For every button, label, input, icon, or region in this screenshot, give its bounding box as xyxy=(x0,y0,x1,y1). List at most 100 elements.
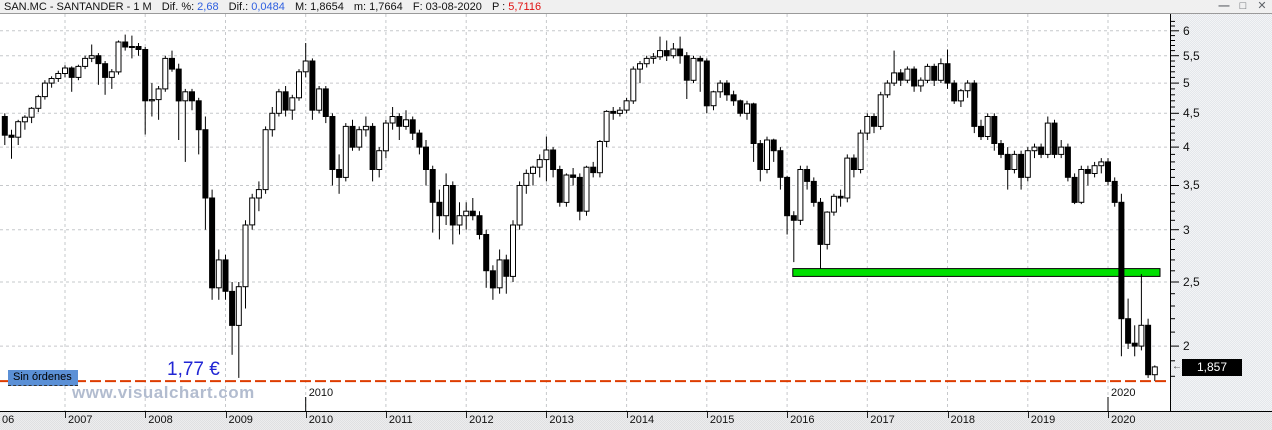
candle-body xyxy=(503,259,510,277)
candle-body xyxy=(15,121,22,138)
candle-body xyxy=(336,169,343,178)
candle-body xyxy=(403,119,409,127)
candle-body xyxy=(21,116,28,123)
candle-body xyxy=(108,71,115,78)
candle-body xyxy=(1024,150,1031,178)
price-axis[interactable]: 6 5,5 5 4,5 4 3,5 3 2,5 2 ← 1,857 xyxy=(1170,14,1272,411)
candle-body xyxy=(837,195,844,199)
candle-body xyxy=(596,141,603,174)
dif-value: 0,0484 xyxy=(251,1,285,13)
candle-body xyxy=(703,60,710,107)
candle-body xyxy=(857,132,864,170)
candle-body xyxy=(904,68,911,81)
year-tick xyxy=(787,412,789,418)
candle-body xyxy=(469,210,476,217)
candlestick-plot[interactable]: Sin órdenes 1,77 € www.visualchart.com 2… xyxy=(0,14,1170,411)
time-axis[interactable]: 06 2007 2008 2009 2010 2011 2012 2013 2014 2015 20… xyxy=(0,411,1272,430)
candle-body xyxy=(850,157,857,171)
price-tick-label: 4 xyxy=(1183,140,1190,155)
candle-body xyxy=(877,94,884,127)
candle-body xyxy=(309,60,316,111)
year-label: 2012 xyxy=(469,414,494,426)
year-label: 2017 xyxy=(870,414,895,426)
minimize-icon[interactable]: — xyxy=(1218,0,1230,12)
candle-body xyxy=(536,159,543,168)
candle-body xyxy=(844,157,851,199)
candle-body xyxy=(1064,146,1071,178)
candle-body xyxy=(697,57,704,62)
candle-body xyxy=(476,215,483,235)
candle-body xyxy=(115,41,122,73)
price-tick-label: 6 xyxy=(1183,23,1190,38)
candle-body xyxy=(964,82,971,92)
candle-body xyxy=(496,259,503,289)
candle-body xyxy=(951,82,958,102)
p-field: P :5,7116 xyxy=(492,1,541,13)
candle-body xyxy=(102,63,109,78)
candle-body xyxy=(677,48,684,57)
date-label: F: xyxy=(412,1,423,13)
candle-body xyxy=(135,46,142,50)
year-label: 2007 xyxy=(68,414,93,426)
candle-body xyxy=(616,109,623,114)
candle-body xyxy=(978,125,984,138)
candle-body xyxy=(1118,201,1125,320)
candle-body xyxy=(443,185,450,217)
candle-body xyxy=(155,88,162,101)
candle-body xyxy=(222,259,229,292)
candle-body xyxy=(429,169,436,203)
date-field: F: 03-08-2020 xyxy=(413,1,485,13)
candle-body xyxy=(550,149,557,170)
close-icon[interactable]: ✕ xyxy=(1257,0,1267,12)
candle-body xyxy=(162,57,169,90)
candle-body xyxy=(1078,169,1085,203)
candle-body xyxy=(570,174,577,178)
candle-body xyxy=(804,169,811,182)
price-axis-ticks xyxy=(1171,20,1179,377)
candle-body xyxy=(998,143,1004,155)
candle-body xyxy=(376,150,383,170)
candle-body xyxy=(1058,146,1065,155)
year-label: 2010 xyxy=(308,414,334,426)
candle-body xyxy=(911,68,918,87)
date-value: 03-08-2020 xyxy=(425,1,482,13)
candle-body xyxy=(1131,342,1138,347)
candle-body xyxy=(764,139,770,170)
candle-body xyxy=(148,99,155,102)
level-price-label: 1,77 € xyxy=(167,359,220,380)
candle-body xyxy=(88,55,95,59)
candle-body xyxy=(717,82,724,93)
candle-body xyxy=(797,169,804,221)
candle-body xyxy=(1125,318,1132,344)
candle-body xyxy=(209,197,216,289)
candle-body xyxy=(744,103,750,114)
candle-body xyxy=(777,150,784,178)
year-tick xyxy=(947,412,949,418)
price-tick-label: 2 xyxy=(1183,339,1190,354)
candle-body xyxy=(249,197,256,226)
candle-body xyxy=(510,224,516,277)
candle-body xyxy=(630,68,637,102)
instrument-title: SAN.MC - SANTANDER - 1 M xyxy=(4,1,152,13)
year-label: 2008 xyxy=(148,414,173,426)
candle-body xyxy=(142,49,149,102)
candle-body xyxy=(810,180,817,203)
candlestick-canvas[interactable] xyxy=(0,14,1170,411)
candle-body xyxy=(1091,165,1098,174)
candle-body xyxy=(891,72,898,84)
candle-body xyxy=(275,91,282,114)
low-field: m: 1,7664 xyxy=(354,1,406,13)
candle-body xyxy=(830,195,837,213)
candle-body xyxy=(543,149,550,161)
candle-body xyxy=(122,41,129,48)
candle-body xyxy=(710,91,717,107)
candle-body xyxy=(242,224,249,288)
candle-body xyxy=(583,166,590,212)
candle-body xyxy=(255,189,262,199)
candle-body xyxy=(790,215,797,221)
candle-body xyxy=(523,172,530,186)
year-label: 2018 xyxy=(950,414,976,426)
candle-body xyxy=(169,57,175,70)
maximize-icon[interactable]: □ xyxy=(1239,0,1247,12)
